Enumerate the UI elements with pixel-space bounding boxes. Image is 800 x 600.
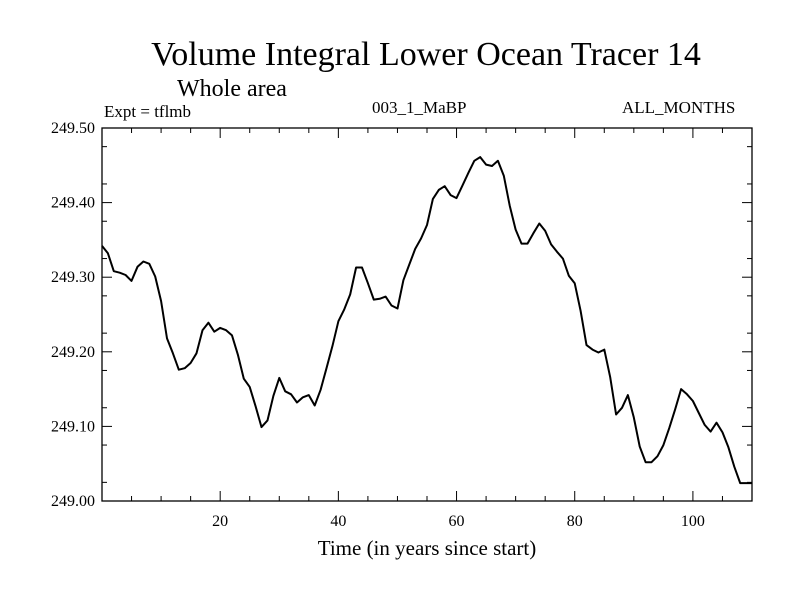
x-axis-label: Time (in years since start) [317, 536, 537, 560]
months-label: ALL_MONTHS [622, 98, 736, 117]
series-line [101, 156, 752, 485]
x-tick-label: 20 [212, 513, 228, 530]
y-tick-label: 249.50 [51, 120, 95, 137]
x-tick-label: 40 [330, 513, 346, 530]
x-tick-label: 80 [567, 513, 583, 530]
x-tick-label: 60 [449, 513, 465, 530]
y-tick-label: 249.00 [51, 493, 95, 510]
x-tick-labels: 20 40 60 80 100 [212, 513, 705, 530]
series-group [101, 156, 752, 485]
experiment-label: Expt = tflmb [104, 102, 192, 121]
plot-frame [101, 127, 753, 502]
y-tick-label: 249.10 [51, 418, 95, 435]
y-tick-label: 249.20 [51, 344, 95, 361]
run-label: 003_1_MaBP [372, 98, 467, 117]
axis-ticks [102, 127, 752, 502]
x-tick-label: 100 [681, 513, 705, 530]
y-tick-label: 249.30 [51, 269, 95, 286]
chart-title: Volume Integral Lower Ocean Tracer 14 [151, 36, 701, 73]
y-tick-labels: 249.00 249.10 249.20 249.30 249.40 249.50 [51, 120, 95, 510]
chart-subtitle: Whole area [177, 76, 287, 102]
y-tick-label: 249.40 [51, 195, 95, 212]
